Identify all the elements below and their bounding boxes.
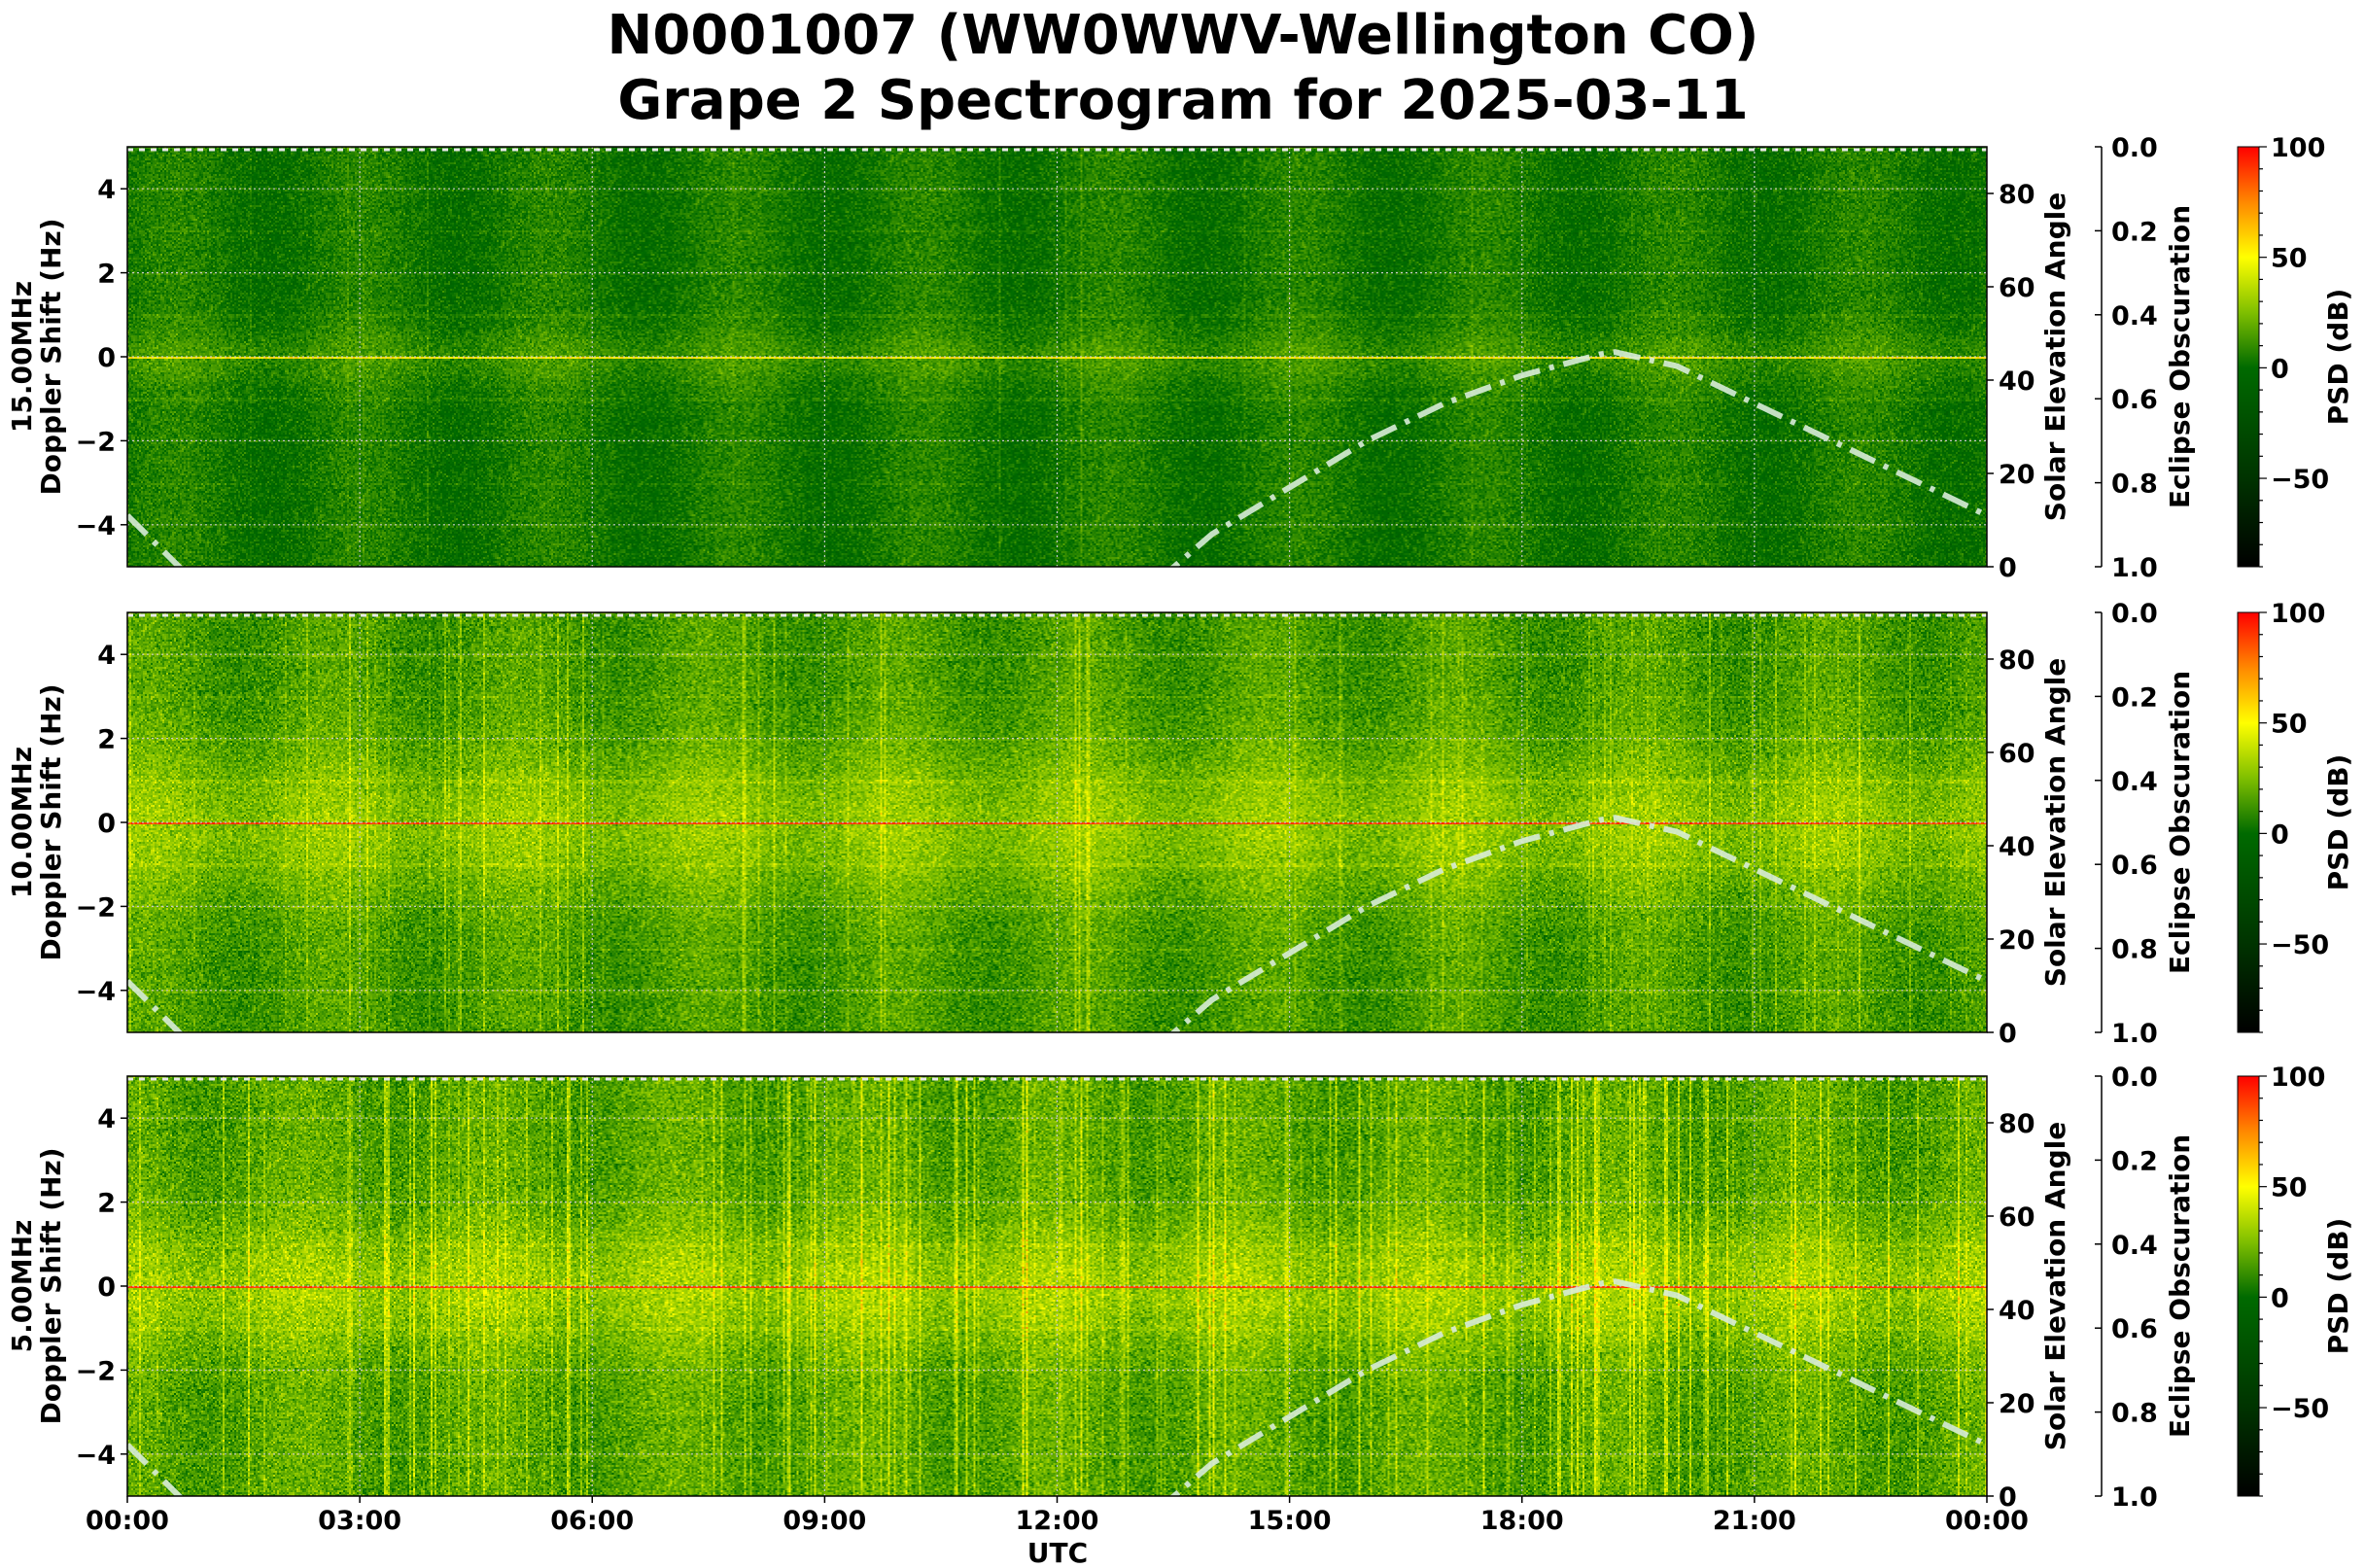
right-tick-label: 60 [1999,1202,2035,1233]
eclipse-tick-label: 0.2 [2111,217,2158,247]
right-tick-label: 20 [1999,460,2035,490]
x-tick-label: 00:00 [86,1506,169,1536]
solar-elevation-curve [1169,1278,1987,1496]
eclipse-tick-label: 0.8 [2111,470,2158,500]
colorbar [2237,611,2260,1033]
colorbar-label: PSD (dB) [2322,289,2354,426]
right-tick-label: 60 [1999,739,2035,769]
right-tick-label: 80 [1999,180,2035,210]
colorbar [2237,1075,2260,1497]
eclipse-tick-label: 0.8 [2111,935,2158,965]
right-tick-label: 80 [1999,645,2035,676]
y-axis-label: Doppler Shift (Hz) [35,1147,67,1424]
eclipse-tick-label: 0.4 [2111,767,2158,797]
x-tick-label: 18:00 [1480,1506,1564,1536]
solar-elevation-curve [127,979,184,1032]
solar-elevation-curve [127,1443,184,1496]
y-tick-label: 2 [97,725,116,755]
y-tick-label: −4 [76,1441,116,1471]
y-tick-label: 4 [97,1104,116,1134]
colorbar-label: PSD (dB) [2322,754,2354,891]
y-tick-label: −2 [76,892,116,923]
eclipse-tick-label: 0.0 [2111,1063,2158,1093]
y-tick-label: 2 [97,1189,116,1219]
chart-title-line-2: Grape 2 Spectrogram for 2025-03-11 [617,69,1748,132]
y-tick-label: −4 [76,977,116,1007]
y-axis-label: Doppler Shift (Hz) [35,683,67,960]
frequency-label: 10.00MHz [6,747,38,898]
colorbar-tick-label: −50 [2271,930,2329,960]
colorbar-tick-label: 100 [2271,599,2325,629]
right-axis-label: Solar Elevation Angle [2039,1122,2071,1450]
colorbar-tick-label: 100 [2271,1063,2325,1093]
x-tick-label: 09:00 [783,1506,866,1536]
y-tick-label: −4 [76,511,116,541]
right-axis-label: Solar Elevation Angle [2039,192,2071,521]
x-tick-label: 00:00 [1945,1506,2029,1536]
y-tick-label: 2 [97,260,116,290]
eclipse-tick-label: 0.4 [2111,1231,2158,1261]
eclipse-tick-label: 0.0 [2111,133,2158,163]
colorbar-tick-label: 0 [2271,819,2289,850]
y-tick-label: 0 [97,343,116,373]
right-tick-label: 0 [1999,1019,2017,1049]
solar-elevation-curve [1169,349,1987,567]
x-tick-label: 21:00 [1713,1506,1796,1536]
eclipse-tick-label: 1.0 [2111,1482,2158,1513]
colorbar-tick-label: 0 [2271,1283,2289,1313]
chart-title-line-1: N0001007 (WW0WWV-Wellington CO) [608,4,1759,67]
y-tick-label: −2 [76,427,116,457]
x-tick-label: 06:00 [550,1506,634,1536]
eclipse-tick-label: 0.2 [2111,682,2158,713]
right-tick-label: 60 [1999,273,2035,303]
y-tick-label: 0 [97,1272,116,1303]
x-tick-label: 03:00 [318,1506,401,1536]
eclipse-tick-label: 0.6 [2111,1314,2158,1344]
colorbar-tick-label: −50 [2271,465,2329,495]
right-tick-label: 0 [1999,553,2017,583]
frequency-label: 5.00MHz [6,1220,38,1353]
right-tick-label: 20 [1999,1389,2035,1419]
eclipse-tick-label: 0.8 [2111,1399,2158,1429]
colorbar-label: PSD (dB) [2322,1218,2354,1355]
colorbar-tick-label: 50 [2271,1173,2308,1203]
right-tick-label: 40 [1999,366,2035,397]
y-tick-label: 0 [97,809,116,839]
eclipse-tick-label: 0.6 [2111,851,2158,881]
right-axis-label: Solar Elevation Angle [2039,658,2071,987]
eclipse-tick-label: 1.0 [2111,1019,2158,1049]
eclipse-axis-label: Eclipse Obscuration [2164,1134,2196,1438]
right-tick-label: 80 [1999,1109,2035,1139]
colorbar-tick-label: 50 [2271,244,2308,274]
y-axis-label: Doppler Shift (Hz) [35,218,67,495]
right-tick-label: 0 [1999,1482,2017,1513]
solar-elevation-curve [1169,815,1987,1032]
colorbar [2237,146,2260,568]
x-tick-label: 12:00 [1016,1506,1099,1536]
right-tick-label: 40 [1999,1296,2035,1326]
right-tick-label: 40 [1999,832,2035,862]
eclipse-tick-label: 0.6 [2111,385,2158,415]
y-tick-label: −2 [76,1356,116,1386]
eclipse-tick-label: 0.0 [2111,599,2158,629]
eclipse-axis-label: Eclipse Obscuration [2164,205,2196,508]
frequency-label: 15.00MHz [6,281,38,433]
right-tick-label: 20 [1999,925,2035,956]
y-tick-label: 4 [97,641,116,671]
solar-elevation-curve [127,513,184,567]
x-tick-label: 15:00 [1248,1506,1332,1536]
colorbar-tick-label: −50 [2271,1394,2329,1424]
y-tick-label: 4 [97,175,116,205]
colorbar-tick-label: 100 [2271,133,2325,163]
eclipse-axis-label: Eclipse Obscuration [2164,671,2196,974]
eclipse-tick-label: 0.2 [2111,1146,2158,1176]
colorbar-tick-label: 50 [2271,710,2308,740]
eclipse-tick-label: 0.4 [2111,301,2158,331]
colorbar-tick-label: 0 [2271,354,2289,384]
x-axis-label: UTC [1027,1537,1088,1568]
eclipse-tick-label: 1.0 [2111,553,2158,583]
